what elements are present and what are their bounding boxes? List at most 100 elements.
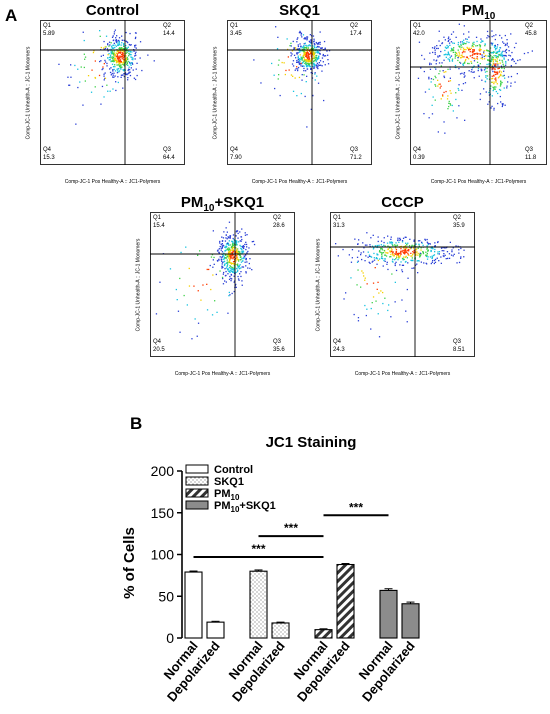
quadrant-label-q2: Q2 45.8 <box>525 23 537 37</box>
quadrant-label-q4: Q4 20.5 <box>153 339 165 353</box>
quadrant-label-q3: Q3 71.2 <box>350 147 362 161</box>
quadrant-label-q4: Q4 0.39 <box>413 147 425 161</box>
flow-y-axis-label: Comp-JC-1 Unhealth-A :: JC-1 Monomers <box>315 238 321 331</box>
flow-x-axis-label: Comp-JC-1 Pos Healthy-A :: JC1-Polymers <box>64 179 161 185</box>
y-tick-label: 150 <box>151 505 175 521</box>
flow-x-axis-label: Comp-JC-1 Pos Healthy-A :: JC1-Polymers <box>354 371 451 377</box>
quadrant-label-q1: Q1 15.4 <box>153 215 165 229</box>
bar <box>206 621 225 639</box>
quadrant-name: Q3 <box>163 147 172 153</box>
density-cloud <box>335 232 465 338</box>
quadrant-name: Q3 <box>453 339 462 345</box>
title-main: PM <box>461 2 485 19</box>
plot-frame <box>227 20 372 165</box>
y-tick-label: 100 <box>151 547 175 563</box>
quadrant-name: Q4 <box>413 147 422 153</box>
significance-label: *** <box>251 542 265 556</box>
quadrant-percent: 0.39 <box>413 155 425 161</box>
significance-label: *** <box>284 521 298 535</box>
quadrant-name: Q1 <box>43 23 52 29</box>
bar <box>379 589 398 639</box>
legend-subscript: 10 <box>231 493 240 502</box>
legend-swatch <box>185 464 209 474</box>
legend-swatch <box>185 488 209 498</box>
bar <box>336 563 355 639</box>
quadrant-name: Q4 <box>153 339 162 345</box>
quadrant-percent: 64.4 <box>163 155 175 161</box>
jc1-bar-chart: JC1 Staining % of Cells 050100150200Norm… <box>121 434 420 704</box>
flow-y-axis-label: Comp-JC-1 Unhealth-A :: JC-1 Monomers <box>135 238 141 331</box>
y-tick-label: 200 <box>151 463 175 479</box>
quadrant-label-q4: Q4 24.3 <box>333 339 345 353</box>
quadrant-name: Q2 <box>163 23 172 29</box>
quadrant-label-q2: Q2 28.6 <box>273 215 285 229</box>
legend-suffix: +SKQ1 <box>239 500 275 512</box>
quadrant-label-q1: Q1 42.0 <box>413 23 425 37</box>
flow-y-axis-label: Comp-JC-1 Unhealth-A :: JC-1 Monomers <box>25 46 31 139</box>
plot-frame <box>150 212 295 357</box>
flow-plot-title: PM10 <box>410 2 547 22</box>
bar <box>271 622 290 639</box>
legend-label: SKQ1 <box>214 476 244 488</box>
flow-y-axis-label: Comp-JC-1 Unhealth-A :: JC-1 Monomers <box>212 46 218 139</box>
quadrant-name: Q2 <box>273 215 282 221</box>
quadrant-percent: 14.4 <box>163 31 175 37</box>
quadrant-percent: 8.51 <box>453 347 465 353</box>
quadrant-percent: 71.2 <box>350 155 362 161</box>
flow-plot <box>330 212 475 357</box>
quadrant-label-q3: Q3 8.51 <box>453 339 465 353</box>
title-main: PM <box>180 194 204 211</box>
quadrant-name: Q2 <box>453 215 462 221</box>
title-subscript: 10 <box>203 203 215 214</box>
density-cloud <box>417 23 533 134</box>
y-tick-label: 0 <box>166 630 174 646</box>
plot-frame <box>40 20 185 165</box>
quadrant-label-q4: Q4 7.90 <box>230 147 242 161</box>
quadrant-percent: 15.3 <box>43 155 55 161</box>
quadrant-name: Q4 <box>43 147 52 153</box>
chart-title: JC1 Staining <box>266 434 357 451</box>
quadrant-label-q2: Q2 35.9 <box>453 215 465 229</box>
quadrant-label-q1: Q1 31.3 <box>333 215 345 229</box>
quadrant-percent: 3.45 <box>230 31 242 37</box>
quadrant-percent: 20.5 <box>153 347 165 353</box>
quadrant-name: Q1 <box>153 215 162 221</box>
panel-a-letter: A <box>5 6 18 25</box>
flow-plot-title: SKQ1 <box>227 2 372 19</box>
quadrant-name: Q1 <box>230 23 239 29</box>
flow-plot <box>40 20 185 165</box>
quadrant-label-q3: Q3 64.4 <box>163 147 175 161</box>
density-cloud <box>155 221 256 340</box>
flow-plot-title: Control <box>40 2 185 19</box>
quadrant-name: Q3 <box>350 147 359 153</box>
flow-plot <box>227 20 372 165</box>
title-suffix: +SKQ1 <box>214 194 265 211</box>
quadrant-percent: 35.6 <box>273 347 285 353</box>
quadrant-label-q1: Q1 5.89 <box>43 23 55 37</box>
title-main: CCCP <box>381 194 424 211</box>
quadrant-label-q3: Q3 35.6 <box>273 339 285 353</box>
quadrant-name: Q2 <box>350 23 359 29</box>
y-axis-label: % of Cells <box>121 527 138 599</box>
y-tick-label: 50 <box>158 588 174 604</box>
quadrant-name: Q4 <box>230 147 239 153</box>
flow-plot <box>150 212 295 357</box>
quadrant-percent: 24.3 <box>333 347 345 353</box>
quadrant-percent: 5.89 <box>43 31 55 37</box>
quadrant-name: Q4 <box>333 339 342 345</box>
legend-label: Control <box>214 464 253 476</box>
bar <box>314 629 333 639</box>
quadrant-percent: 7.90 <box>230 155 242 161</box>
quadrant-label-q2: Q2 14.4 <box>163 23 175 37</box>
flow-x-axis-label: Comp-JC-1 Pos Healthy-A :: JC1-Polymers <box>251 179 348 185</box>
legend-swatch <box>185 476 209 486</box>
flow-x-axis-label: Comp-JC-1 Pos Healthy-A :: JC1-Polymers <box>430 179 527 185</box>
title-main: Control <box>85 2 140 19</box>
legend-swatch <box>185 500 209 510</box>
quadrant-name: Q3 <box>525 147 534 153</box>
bar <box>249 570 268 639</box>
flow-plot <box>410 20 547 165</box>
quadrant-percent: 15.4 <box>153 223 165 229</box>
bar <box>401 603 420 639</box>
quadrant-percent: 31.3 <box>333 223 345 229</box>
